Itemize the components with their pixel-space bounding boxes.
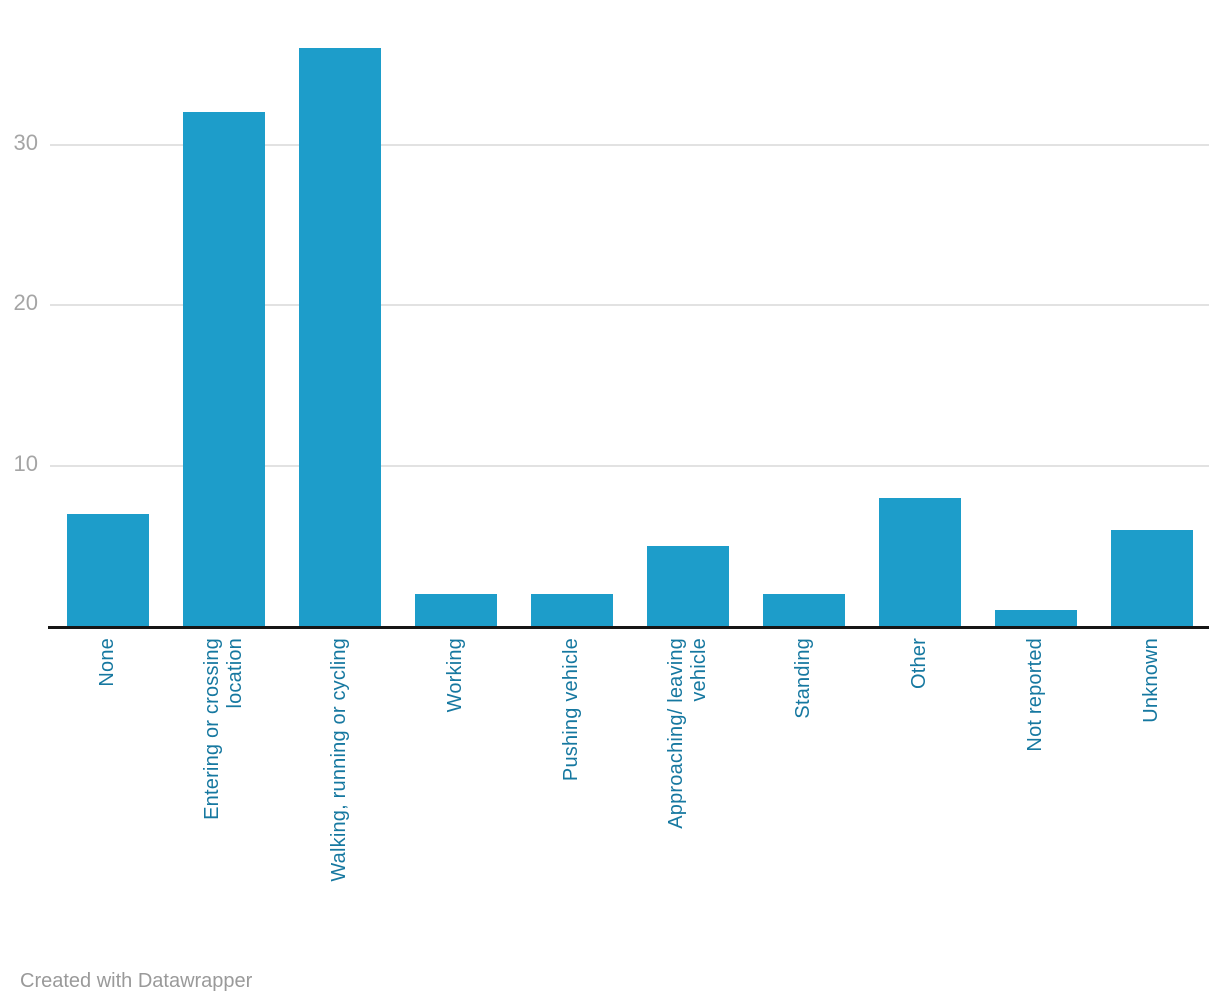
y-tick-label-30: 30 xyxy=(13,129,38,155)
bar-unknown[interactable] xyxy=(1111,530,1193,626)
x-axis-label-approaching-leaving-vehicle: Approaching/ leaving vehicle xyxy=(664,638,710,829)
y-tick-label-10: 10 xyxy=(13,450,38,476)
x-axis-line xyxy=(48,626,1209,629)
gridline-30 xyxy=(50,143,1209,146)
bar-entering-or-crossing-location[interactable] xyxy=(183,112,265,626)
bar-working[interactable] xyxy=(415,594,497,626)
bar-other[interactable] xyxy=(879,498,961,626)
x-axis-label-standing: Standing xyxy=(792,638,814,719)
datawrapper-credit-link[interactable]: Created with Datawrapper xyxy=(20,970,253,992)
gridline-10 xyxy=(50,464,1209,467)
x-axis-label-unknown: Unknown xyxy=(1140,638,1162,723)
bar-walking-running-or-cycling[interactable] xyxy=(299,48,381,626)
x-axis-label-walking-running-or-cycling: Walking, running or cycling xyxy=(328,638,350,882)
x-axis-label-entering-or-crossing-location: Entering or crossing location xyxy=(200,638,246,820)
x-axis-label-pushing-vehicle: Pushing vehicle xyxy=(560,638,582,782)
bar-not-reported[interactable] xyxy=(995,610,1077,626)
bar-approaching-leaving-vehicle[interactable] xyxy=(647,546,729,626)
y-tick-label-20: 20 xyxy=(13,290,38,315)
x-axis-label-working: Working xyxy=(444,638,466,713)
x-axis-label-none: None xyxy=(96,638,118,687)
x-axis-label-not-reported: Not reported xyxy=(1024,638,1046,752)
bar-standing[interactable] xyxy=(763,594,845,626)
bar-none[interactable] xyxy=(67,514,149,626)
bar-pushing-vehicle[interactable] xyxy=(531,594,613,626)
gridline-20 xyxy=(50,304,1209,306)
x-axis-label-other: Other xyxy=(908,638,930,690)
